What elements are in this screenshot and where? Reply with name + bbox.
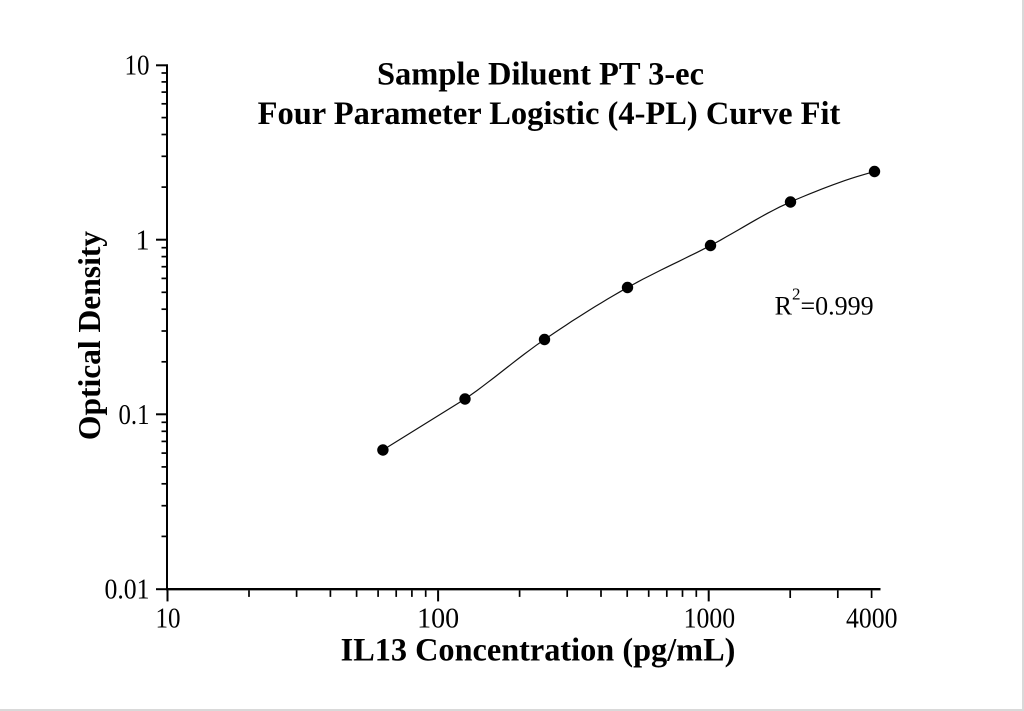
svg-text:IL13 Concentration (pg/mL): IL13 Concentration (pg/mL) xyxy=(341,631,736,667)
svg-text:10: 10 xyxy=(156,603,181,634)
svg-text:Four Parameter Logistic (4-PL): Four Parameter Logistic (4-PL) Curve Fit xyxy=(258,96,841,132)
svg-text:100: 100 xyxy=(417,603,459,634)
svg-text:10: 10 xyxy=(125,51,150,82)
svg-text:Optical Density: Optical Density xyxy=(72,231,107,440)
svg-text:Sample Diluent PT 3-ec: Sample Diluent PT 3-ec xyxy=(377,56,704,92)
svg-text:1000: 1000 xyxy=(684,603,736,634)
svg-text:R2=0.999: R2=0.999 xyxy=(775,285,874,321)
svg-text:1: 1 xyxy=(136,225,150,256)
svg-text:4000: 4000 xyxy=(846,603,898,634)
svg-text:0.1: 0.1 xyxy=(119,400,150,431)
svg-text:0.01: 0.01 xyxy=(105,575,150,606)
